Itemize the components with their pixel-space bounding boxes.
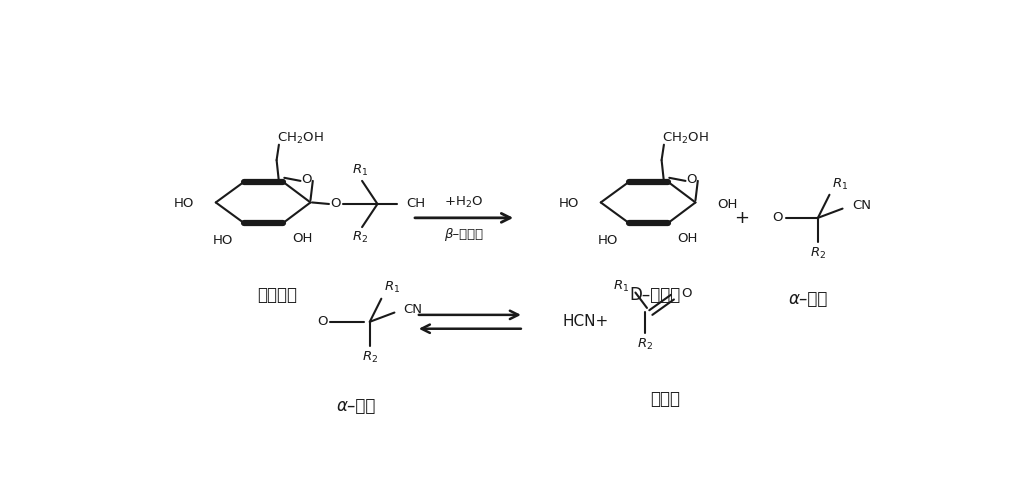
Text: $R_1$: $R_1$ xyxy=(613,279,629,294)
Text: O: O xyxy=(682,287,692,300)
Text: HO: HO xyxy=(597,234,618,246)
Text: OH: OH xyxy=(292,232,313,245)
Text: α–氰醇: α–氰醇 xyxy=(337,398,376,415)
Text: CH$_2$OH: CH$_2$OH xyxy=(278,131,324,146)
Text: HO: HO xyxy=(559,198,579,210)
Text: O: O xyxy=(773,212,783,224)
Text: HO: HO xyxy=(213,234,232,246)
Text: $R_2$: $R_2$ xyxy=(362,350,378,365)
Text: CH$_2$OH: CH$_2$OH xyxy=(662,131,708,146)
Text: CH: CH xyxy=(407,198,426,210)
Text: $R_2$: $R_2$ xyxy=(810,246,825,261)
Text: $R_2$: $R_2$ xyxy=(353,230,369,246)
Text: CN: CN xyxy=(852,199,871,212)
Text: β–糖苷酶: β–糖苷酶 xyxy=(444,228,483,241)
Text: 生氰糖苷: 生氰糖苷 xyxy=(257,286,297,304)
Text: α–氰醇: α–氰醇 xyxy=(788,290,829,308)
Text: OH: OH xyxy=(718,198,737,211)
Text: HO: HO xyxy=(174,198,194,210)
Text: OH: OH xyxy=(677,232,697,245)
Text: D–葡萄糖: D–葡萄糖 xyxy=(629,286,681,304)
Text: O: O xyxy=(330,198,340,210)
Text: +: + xyxy=(734,209,749,227)
Text: $R_1$: $R_1$ xyxy=(383,280,400,295)
Text: $R_2$: $R_2$ xyxy=(637,336,654,351)
Text: CN: CN xyxy=(404,303,423,316)
Text: 醛或酮: 醛或酮 xyxy=(650,390,680,408)
Text: O: O xyxy=(317,316,327,328)
Text: $R_1$: $R_1$ xyxy=(353,162,369,178)
Text: O: O xyxy=(687,173,697,186)
Text: HCN+: HCN+ xyxy=(562,314,609,330)
Text: $R_1$: $R_1$ xyxy=(832,176,848,192)
Text: +H$_2$O: +H$_2$O xyxy=(444,195,483,210)
Text: O: O xyxy=(301,173,311,186)
